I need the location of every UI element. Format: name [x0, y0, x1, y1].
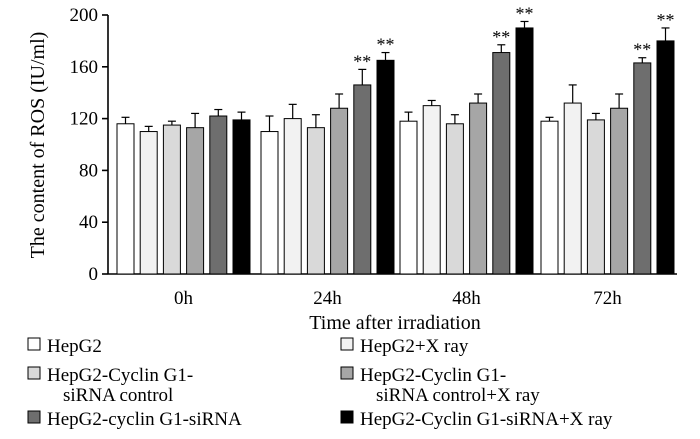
legend-swatch [340, 410, 354, 424]
bar-48h-3 [445, 123, 464, 275]
legend-label: siRNA control+X ray [376, 385, 540, 406]
legend-label: HepG2-cyclin G1-siRNA [47, 409, 242, 430]
y-tick-label: 40 [79, 212, 98, 233]
x-tick-label: 48h [452, 288, 481, 309]
x-tick-label: 24h [313, 288, 342, 309]
y-tick-label: 200 [70, 5, 99, 26]
bar-48h-1 [399, 120, 418, 275]
bar-72h-2 [563, 102, 582, 275]
bar-72h-6 [656, 40, 675, 275]
bar-72h-5 [633, 62, 652, 275]
bar-24h-6 [376, 59, 395, 275]
x-tick-label: 0h [174, 288, 194, 309]
bar-48h-5 [492, 52, 511, 275]
significance-marker: ** [353, 51, 371, 71]
legend-label: siRNA control [63, 385, 173, 406]
legend-label: HepG2-Cyclin G1- [47, 365, 193, 386]
y-tick-label: 120 [70, 109, 99, 130]
significance-marker: ** [657, 10, 675, 30]
legend-swatch [340, 337, 354, 351]
bar-48h-2 [422, 105, 441, 275]
legend-label: HepG2 [47, 336, 102, 357]
bar-0h-3 [162, 124, 181, 275]
bar-0h-4 [186, 127, 205, 275]
bars: ** ** ** ** ** ** [116, 3, 675, 275]
legend-label: HepG2-Cyclin G1- [360, 365, 506, 386]
y-tick-label: 0 [89, 264, 99, 285]
y-axis-title: The content of ROS (IU/ml) [27, 32, 49, 259]
y-ticks: 0 40 80 120 160 200 [70, 5, 108, 285]
legend-swatch [27, 366, 41, 380]
x-axis-title: Time after irradiation [309, 312, 480, 334]
bar-24h-1 [260, 131, 279, 275]
bar-0h-6 [232, 119, 251, 275]
significance-marker: ** [516, 3, 534, 23]
y-tick-label: 80 [79, 160, 98, 181]
legend-swatch [340, 366, 354, 380]
bar-48h-4 [469, 102, 488, 275]
legend-label: HepG2+X ray [360, 336, 469, 357]
significance-marker: ** [633, 40, 651, 60]
y-tick-label: 160 [70, 57, 99, 78]
legend-swatch [27, 337, 41, 351]
significance-marker: ** [492, 27, 510, 47]
bar-24h-5 [353, 84, 372, 275]
x-tick-label: 72h [593, 288, 622, 309]
x-tick-labels: 0h 24h 48h 72h [174, 288, 622, 309]
bar-72h-1 [540, 120, 559, 275]
bar-24h-2 [283, 118, 302, 275]
bar-0h-5 [209, 115, 228, 275]
bar-24h-3 [306, 127, 325, 275]
legend-swatch [27, 410, 41, 424]
bar-72h-3 [586, 119, 605, 275]
bar-48h-6 [515, 27, 534, 275]
legend-label: HepG2-Cyclin G1-siRNA+X ray [360, 409, 613, 430]
bar-72h-4 [610, 107, 629, 275]
bar-0h-1 [116, 123, 135, 275]
bar-24h-4 [330, 107, 349, 275]
bar-0h-2 [139, 131, 158, 275]
significance-marker: ** [377, 35, 395, 55]
